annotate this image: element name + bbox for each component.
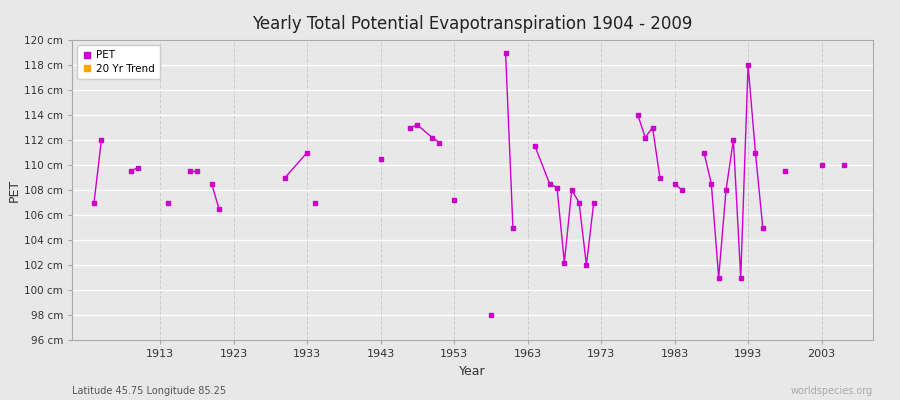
Text: worldspecies.org: worldspecies.org	[791, 386, 873, 396]
Text: Latitude 45.75 Longitude 85.25: Latitude 45.75 Longitude 85.25	[72, 386, 226, 396]
X-axis label: Year: Year	[459, 364, 486, 378]
Y-axis label: PET: PET	[8, 178, 22, 202]
Legend: PET, 20 Yr Trend: PET, 20 Yr Trend	[77, 45, 160, 79]
Title: Yearly Total Potential Evapotranspiration 1904 - 2009: Yearly Total Potential Evapotranspiratio…	[252, 15, 693, 33]
